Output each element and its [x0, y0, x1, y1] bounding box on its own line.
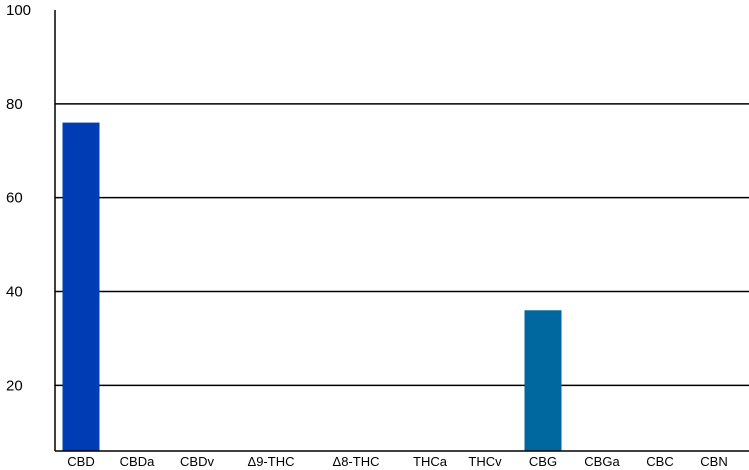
- bar-CBG: [524, 310, 562, 451]
- gridlines: [55, 103, 749, 387]
- x-tick-label: Δ8-THC: [333, 454, 380, 469]
- y-tick-labels: 20 40 60 80 100: [6, 2, 31, 394]
- y-tick-label: 100: [6, 2, 31, 19]
- x-tick-label: THCa: [413, 454, 448, 469]
- bar-CBD: [62, 122, 100, 452]
- x-tick-label: CBD: [67, 454, 94, 469]
- x-tick-label: Δ9-THC: [248, 454, 295, 469]
- x-tick-label: CBDa: [120, 454, 155, 469]
- y-tick-label: 40: [6, 283, 23, 300]
- x-tick-label: CBGa: [584, 454, 620, 469]
- x-tick-label: THCv: [468, 454, 502, 469]
- axes: [54, 10, 749, 452]
- x-tick-label: CBDv: [180, 454, 214, 469]
- x-tick-label: CBN: [700, 454, 727, 469]
- y-tick-label: 60: [6, 190, 23, 207]
- y-tick-label: 20: [6, 377, 23, 394]
- x-tick-label: CBC: [646, 454, 673, 469]
- y-tick-label: 80: [6, 96, 23, 113]
- bars: [62, 122, 562, 452]
- x-tick-label: CBG: [529, 454, 557, 469]
- x-tick-labels: CBD CBDa CBDv Δ9-THC Δ8-THC THCa THCv CBG CBGa CB…: [67, 454, 727, 469]
